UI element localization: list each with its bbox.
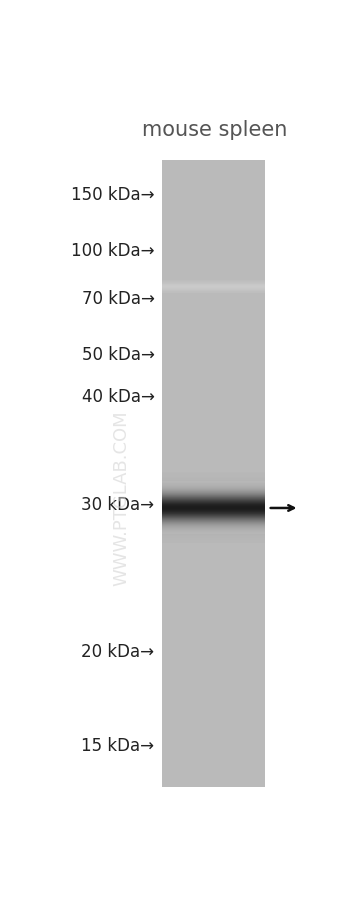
Text: 30 kDa→: 30 kDa→ — [82, 495, 154, 513]
Text: 150 kDa→: 150 kDa→ — [71, 186, 154, 204]
Text: 20 kDa→: 20 kDa→ — [82, 642, 154, 660]
Text: 15 kDa→: 15 kDa→ — [82, 736, 154, 754]
Text: 40 kDa→: 40 kDa→ — [82, 388, 154, 406]
Text: 70 kDa→: 70 kDa→ — [82, 290, 154, 308]
Text: 50 kDa→: 50 kDa→ — [82, 345, 154, 364]
Text: 100 kDa→: 100 kDa→ — [71, 242, 154, 260]
Text: mouse spleen: mouse spleen — [142, 120, 288, 140]
Text: WWW.PTGLAB.COM: WWW.PTGLAB.COM — [113, 410, 131, 584]
